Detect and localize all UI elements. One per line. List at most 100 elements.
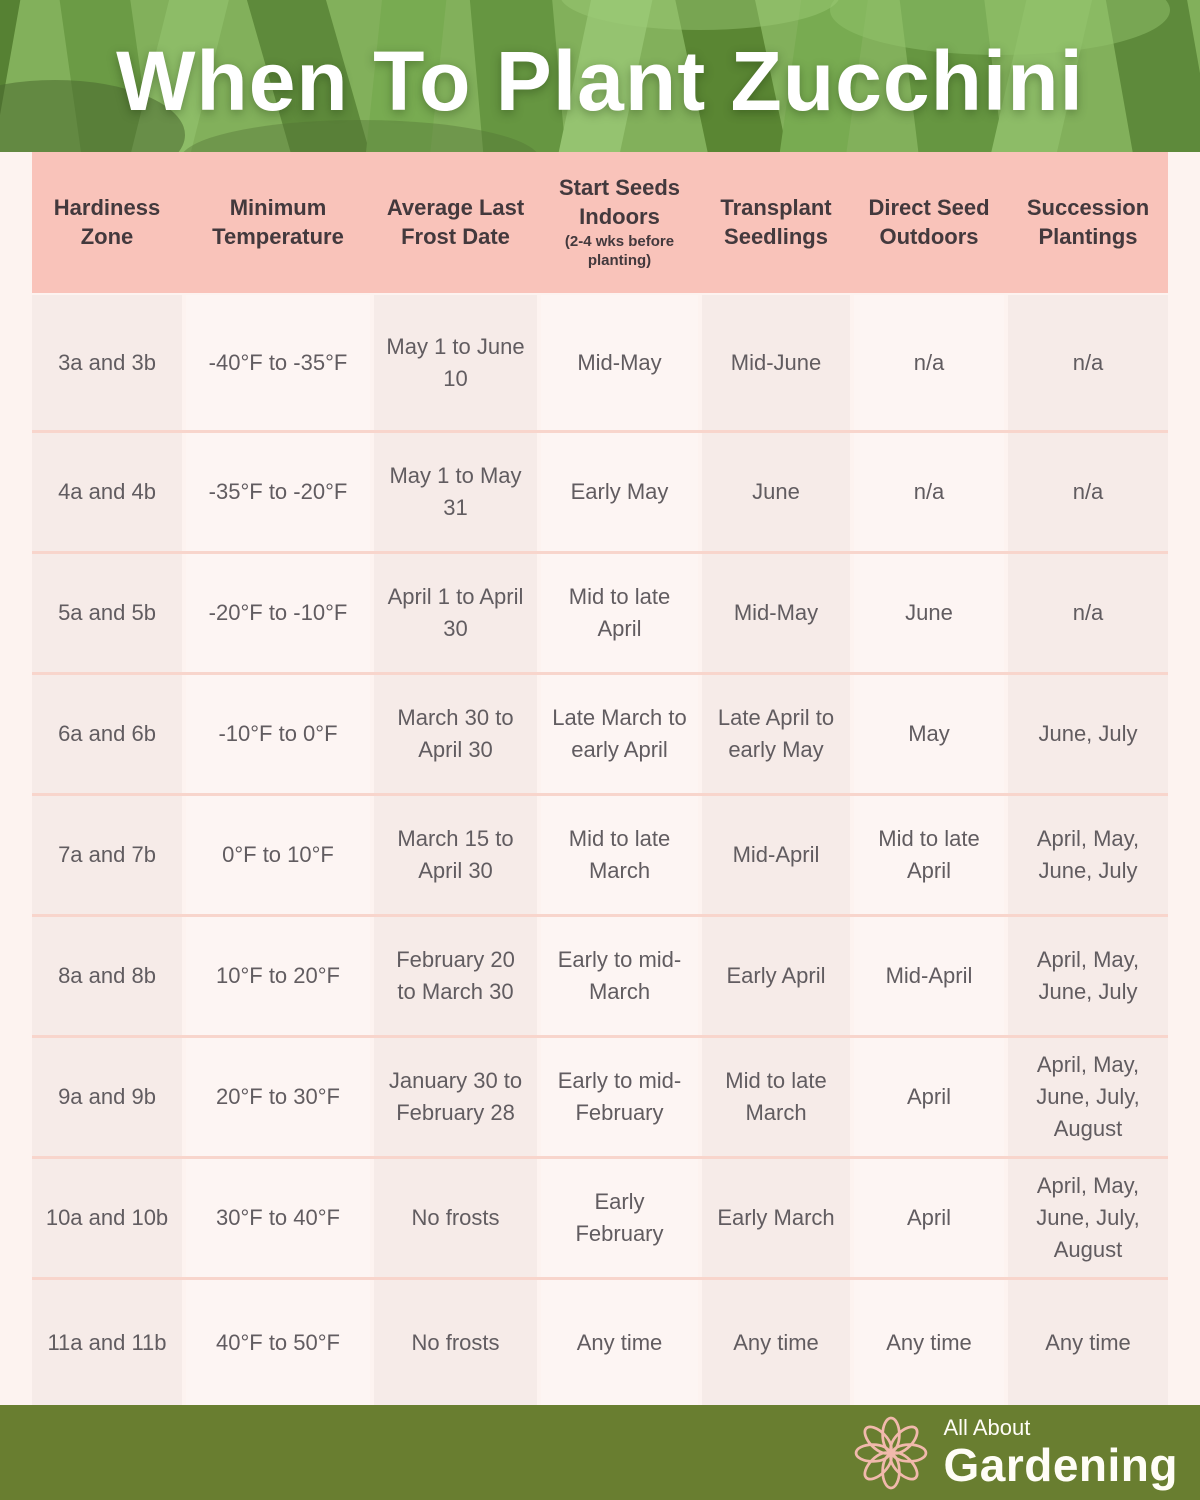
table-cell: Any time	[854, 1280, 1004, 1405]
table-cell: n/a	[1008, 554, 1168, 672]
table-row: 4a and 4b -35°F to -20°F May 1 to May 31 Ea…	[32, 433, 1168, 554]
table-cell: n/a	[1008, 295, 1168, 430]
table-row: 5a and 5b -20°F to -10°F April 1 to April …	[32, 554, 1168, 675]
header-label: Succession Plantings	[1026, 194, 1150, 249]
table-cell: Mid to late March	[541, 796, 698, 914]
zucchini-photo-background	[0, 0, 1200, 152]
table-cell: 7a and 7b	[32, 796, 182, 914]
table-cell: -40°F to -35°F	[186, 295, 370, 430]
table-cell: No frosts	[374, 1159, 537, 1277]
table-cell: March 15 to April 30	[374, 796, 537, 914]
footer-bar: All About Gardening	[0, 1405, 1200, 1500]
table-cell: 9a and 9b	[32, 1038, 182, 1156]
table-cell: Early to mid-March	[541, 917, 698, 1035]
table-cell: 20°F to 30°F	[186, 1038, 370, 1156]
table-body: 3a and 3b -40°F to -35°F May 1 to June 10 M…	[32, 295, 1168, 1405]
table-cell: January 30 to February 28	[374, 1038, 537, 1156]
table-cell: Mid-May	[702, 554, 850, 672]
table-cell: 6a and 6b	[32, 675, 182, 793]
table-cell: 4a and 4b	[32, 433, 182, 551]
brand-name-top: All About	[943, 1415, 1031, 1440]
table-cell: No frosts	[374, 1280, 537, 1405]
table-cell: April 1 to April 30	[374, 554, 537, 672]
table-cell: n/a	[854, 295, 1004, 430]
table-cell: Late March to early April	[541, 675, 698, 793]
table-row: 9a and 9b 20°F to 30°F January 30 to Febru…	[32, 1038, 1168, 1159]
table-cell: Mid to late April	[541, 554, 698, 672]
table-cell: Mid-May	[541, 295, 698, 430]
table-cell: June, July	[1008, 675, 1168, 793]
table-cell: 10a and 10b	[32, 1159, 182, 1277]
brand-logo: All About Gardening	[853, 1415, 1178, 1491]
table-cell: February 20 to March 30	[374, 917, 537, 1035]
table-row: 3a and 3b -40°F to -35°F May 1 to June 10 M…	[32, 295, 1168, 433]
header-cell: Start Seeds Indoors (2-4 wks before plant…	[541, 174, 698, 271]
table-header-row: Hardiness Zone Minimum Temperature Average…	[32, 152, 1168, 293]
brand-name-bottom: Gardening	[943, 1439, 1178, 1491]
table-cell: Early to mid-February	[541, 1038, 698, 1156]
table-row: 8a and 8b 10°F to 20°F February 20 to Marc…	[32, 917, 1168, 1038]
table-row: 7a and 7b 0°F to 10°F March 15 to April 30…	[32, 796, 1168, 917]
table-cell: April, May, June, July, August	[1008, 1159, 1168, 1277]
header-label: Transplant Seedlings	[720, 194, 832, 249]
table-cell: March 30 to April 30	[374, 675, 537, 793]
table-cell: Early February	[541, 1159, 698, 1277]
table-cell: April, May, June, July	[1008, 796, 1168, 914]
table-cell: Mid-April	[854, 917, 1004, 1035]
table-cell: Early April	[702, 917, 850, 1035]
table-row: 6a and 6b -10°F to 0°F March 30 to April 3…	[32, 675, 1168, 796]
header-label: Start Seeds Indoors	[558, 175, 681, 229]
header-cell: Transplant Seedlings	[702, 194, 850, 251]
table-cell: April	[854, 1038, 1004, 1156]
header-cell: Hardiness Zone	[32, 194, 182, 251]
table-cell: May	[854, 675, 1004, 793]
table-cell: June	[702, 433, 850, 551]
table-cell: -35°F to -20°F	[186, 433, 370, 551]
table-cell: n/a	[1008, 433, 1168, 551]
table-cell: Mid to late March	[702, 1038, 850, 1156]
header-label: Average Last Frost Date	[386, 194, 525, 249]
table-cell: 3a and 3b	[32, 295, 182, 430]
table-cell: -20°F to -10°F	[186, 554, 370, 672]
header-cell: Direct Seed Outdoors	[854, 194, 1004, 251]
table-row: 10a and 10b 30°F to 40°F No frosts Early Fe…	[32, 1159, 1168, 1280]
table-cell: June	[854, 554, 1004, 672]
hero-banner: When To Plant Zucchini	[0, 0, 1200, 152]
table-cell: Mid-April	[702, 796, 850, 914]
table-cell: 5a and 5b	[32, 554, 182, 672]
table-cell: Early March	[702, 1159, 850, 1277]
table-cell: 10°F to 20°F	[186, 917, 370, 1035]
header-cell: Succession Plantings	[1008, 194, 1168, 251]
table-cell: April, May, June, July, August	[1008, 1038, 1168, 1156]
header-sublabel: (2-4 wks before planting)	[564, 233, 675, 270]
table-cell: Any time	[702, 1280, 850, 1405]
table-cell: Early May	[541, 433, 698, 551]
table-cell: April	[854, 1159, 1004, 1277]
page-title: When To Plant Zucchini	[116, 33, 1084, 128]
brand-text: All About Gardening	[943, 1415, 1178, 1491]
table-cell: Any time	[541, 1280, 698, 1405]
table-cell: 0°F to 10°F	[186, 796, 370, 914]
header-cell: Minimum Temperature	[186, 194, 370, 251]
table-cell: May 1 to June 10	[374, 295, 537, 430]
table-cell: May 1 to May 31	[374, 433, 537, 551]
table-cell: 30°F to 40°F	[186, 1159, 370, 1277]
table-cell: -10°F to 0°F	[186, 675, 370, 793]
flower-icon	[855, 1416, 928, 1489]
header-label: Direct Seed Outdoors	[868, 194, 990, 249]
table-cell: Mid-June	[702, 295, 850, 430]
table-cell: Any time	[1008, 1280, 1168, 1405]
table-cell: n/a	[854, 433, 1004, 551]
header-cell: Average Last Frost Date	[374, 194, 537, 251]
header-label: Hardiness Zone	[53, 194, 161, 249]
header-label: Minimum Temperature	[212, 194, 344, 249]
table-cell: 40°F to 50°F	[186, 1280, 370, 1405]
table-row: 11a and 11b 40°F to 50°F No frosts Any time…	[32, 1280, 1168, 1405]
table-cell: April, May, June, July	[1008, 917, 1168, 1035]
table-cell: Mid to late April	[854, 796, 1004, 914]
table-cell: 8a and 8b	[32, 917, 182, 1035]
table-cell: Late April to early May	[702, 675, 850, 793]
planting-table: Hardiness Zone Minimum Temperature Average…	[32, 152, 1168, 1405]
table-cell: 11a and 11b	[32, 1280, 182, 1405]
